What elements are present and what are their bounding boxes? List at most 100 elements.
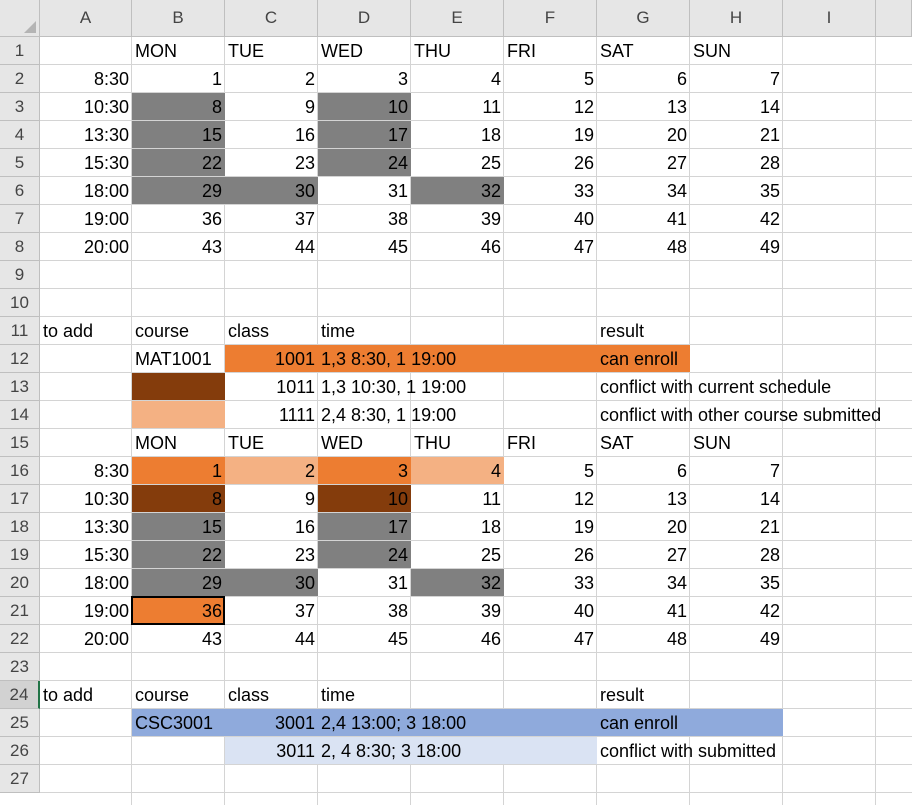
row-header-25[interactable]: 25	[0, 709, 40, 737]
cell-c1[interactable]: TUE	[228, 40, 264, 61]
cell-a16[interactable]: 8:30	[93, 460, 129, 481]
cell-g18[interactable]: 20	[666, 516, 687, 537]
cell-b8[interactable]: 43	[201, 236, 222, 257]
cell-d19[interactable]: 24	[387, 544, 408, 565]
cell-c18[interactable]: 16	[294, 516, 315, 537]
cell-d16[interactable]: 3	[397, 460, 408, 481]
cell-e5[interactable]: 25	[480, 152, 501, 173]
cell-c7[interactable]: 37	[294, 208, 315, 229]
cell-a2[interactable]: 8:30	[93, 68, 129, 89]
cell-e16[interactable]: 4	[490, 460, 501, 481]
select-all-corner[interactable]	[0, 0, 40, 37]
cell-f17[interactable]: 12	[573, 488, 594, 509]
cell-d17[interactable]: 10	[387, 488, 408, 509]
cell-c21[interactable]: 37	[294, 600, 315, 621]
cell-g1[interactable]: SAT	[600, 40, 634, 61]
column-header-c[interactable]: C	[225, 0, 318, 37]
cell-a18[interactable]: 13:30	[83, 516, 129, 537]
cell-c8[interactable]: 44	[294, 236, 315, 257]
column-header-e[interactable]: E	[411, 0, 504, 37]
cell-f1[interactable]: FRI	[507, 40, 536, 61]
row-header-8[interactable]: 8	[0, 233, 40, 261]
cell-c24[interactable]: class	[228, 684, 270, 705]
cell-c26[interactable]: 3011	[276, 740, 315, 761]
cell-a20[interactable]: 18:00	[83, 572, 129, 593]
cell-c16[interactable]: 2	[304, 460, 315, 481]
cell-b22[interactable]: 43	[201, 628, 222, 649]
cell-f4[interactable]: 19	[573, 124, 594, 145]
cell-h8[interactable]: 49	[759, 236, 780, 257]
cell-d13[interactable]: 1,3 10:30, 1 19:00	[321, 376, 467, 397]
cell-a5[interactable]: 15:30	[83, 152, 129, 173]
cell-d6[interactable]: 31	[387, 180, 408, 201]
cell-b20[interactable]: 29	[201, 572, 222, 593]
cell-g16[interactable]: 6	[676, 460, 687, 481]
cell-a4[interactable]: 13:30	[83, 124, 129, 145]
cell-g24[interactable]: result	[600, 684, 645, 705]
column-header-f[interactable]: F	[504, 0, 597, 37]
cell-a11[interactable]: to add	[43, 320, 94, 341]
cell-d14[interactable]: 2,4 8:30, 1 19:00	[321, 404, 457, 425]
cell-c17[interactable]: 9	[304, 488, 315, 509]
row-header-11[interactable]: 11	[0, 317, 40, 345]
cell-d7[interactable]: 38	[387, 208, 408, 229]
row-header-4[interactable]: 4	[0, 121, 40, 149]
cell-b5[interactable]: 22	[201, 152, 222, 173]
cell-d1[interactable]: WED	[321, 40, 363, 61]
cell-h3[interactable]: 14	[759, 96, 780, 117]
cell-d20[interactable]: 31	[387, 572, 408, 593]
cell-d25[interactable]: 2,4 13:00; 3 18:00	[321, 712, 467, 733]
row-header-17[interactable]: 17	[0, 485, 40, 513]
cell-e19[interactable]: 25	[480, 544, 501, 565]
cell-b12[interactable]: MAT1001	[135, 348, 212, 369]
cell-h22[interactable]: 49	[759, 628, 780, 649]
cell-b2[interactable]: 1	[211, 68, 222, 89]
row-header-16[interactable]: 16	[0, 457, 40, 485]
cell-d2[interactable]: 3	[397, 68, 408, 89]
cell-c20[interactable]: 30	[294, 572, 315, 593]
cell-e15[interactable]: THU	[414, 432, 451, 453]
cell-b25[interactable]: CSC3001	[135, 712, 214, 733]
cell-g22[interactable]: 48	[666, 628, 687, 649]
cell-e1[interactable]: THU	[414, 40, 451, 61]
cell-b19[interactable]: 22	[201, 544, 222, 565]
row-header-21[interactable]: 21	[0, 597, 40, 625]
cell-h17[interactable]: 14	[759, 488, 780, 509]
cell-a24[interactable]: to add	[43, 684, 94, 705]
cell-g6[interactable]: 34	[666, 180, 687, 201]
cell-e22[interactable]: 46	[480, 628, 501, 649]
cell-b21[interactable]: 36	[201, 600, 222, 621]
row-header-3[interactable]: 3	[0, 93, 40, 121]
row-header-19[interactable]: 19	[0, 541, 40, 569]
row-header-13[interactable]: 13	[0, 373, 40, 401]
cell-e3[interactable]: 11	[482, 96, 501, 117]
cell-h16[interactable]: 7	[769, 460, 780, 481]
cell-c5[interactable]: 23	[294, 152, 315, 173]
column-header-a[interactable]: A	[40, 0, 132, 37]
cell-e2[interactable]: 4	[490, 68, 501, 89]
cell-e7[interactable]: 39	[480, 208, 501, 229]
cell-e4[interactable]: 18	[480, 124, 501, 145]
row-header-26[interactable]: 26	[0, 737, 40, 765]
cell-a22[interactable]: 20:00	[83, 628, 129, 649]
cell-c15[interactable]: TUE	[228, 432, 264, 453]
cell-f3[interactable]: 12	[573, 96, 594, 117]
cell-f16[interactable]: 5	[583, 460, 594, 481]
cell-f22[interactable]: 47	[573, 628, 594, 649]
cell-f18[interactable]: 19	[573, 516, 594, 537]
row-header-12[interactable]: 12	[0, 345, 40, 373]
cell-d22[interactable]: 45	[387, 628, 408, 649]
cell-c2[interactable]: 2	[304, 68, 315, 89]
cell-g20[interactable]: 34	[666, 572, 687, 593]
cell-e21[interactable]: 39	[480, 600, 501, 621]
cell-b18[interactable]: 15	[201, 516, 222, 537]
cell-c3[interactable]: 9	[304, 96, 315, 117]
cell-d12[interactable]: 1,3 8:30, 1 19:00	[321, 348, 457, 369]
cell-b15[interactable]: MON	[135, 432, 177, 453]
column-header-b[interactable]: B	[132, 0, 225, 37]
cell-b14[interactable]	[132, 401, 225, 429]
cell-g15[interactable]: SAT	[600, 432, 634, 453]
cell-h7[interactable]: 42	[759, 208, 780, 229]
row-header-1[interactable]: 1	[0, 37, 40, 65]
